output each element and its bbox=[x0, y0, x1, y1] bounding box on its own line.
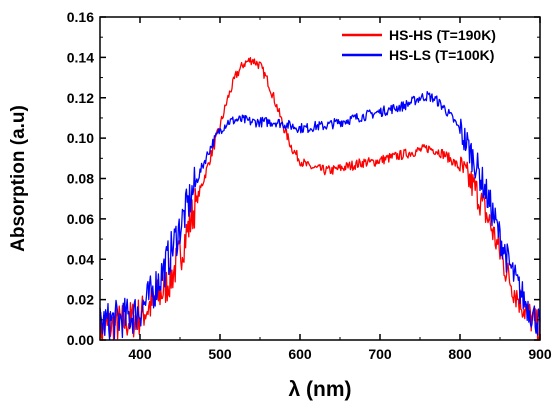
y-tick-label: 0.12 bbox=[67, 90, 94, 106]
y-tick-label: 0.14 bbox=[67, 49, 94, 65]
x-tick-label: 800 bbox=[448, 346, 472, 362]
legend-label-hs-ls: HS-LS (T=100K) bbox=[389, 47, 494, 63]
series-line-hs-ls bbox=[99, 91, 541, 341]
series-layer bbox=[99, 57, 541, 341]
x-tick-label: 600 bbox=[288, 346, 312, 362]
x-tick-label: 700 bbox=[368, 346, 392, 362]
y-axis-title: Absorption (a.u) bbox=[8, 105, 29, 252]
series-line-hs-hs bbox=[99, 57, 541, 341]
ticks-layer: 400 500 600 700 800 900 0.00 0.02 0.04 0.06 0.08 0.… bbox=[67, 9, 552, 362]
y-tick-label: 0.06 bbox=[67, 211, 94, 227]
y-tick-label: 0.04 bbox=[67, 251, 94, 267]
y-tick-label: 0.10 bbox=[67, 130, 94, 146]
y-tick-label: 0.16 bbox=[67, 9, 94, 25]
x-tick-label: 400 bbox=[128, 346, 152, 362]
y-tick-label: 0.08 bbox=[67, 171, 94, 187]
x-axis-title: λ (nm) bbox=[289, 378, 352, 401]
legend-label-hs-hs: HS-HS (T=190K) bbox=[389, 27, 496, 43]
y-tick-label: 0.00 bbox=[67, 332, 94, 348]
y-tick-label: 0.02 bbox=[67, 292, 94, 308]
x-tick-label: 900 bbox=[528, 346, 552, 362]
x-tick-label: 500 bbox=[208, 346, 232, 362]
legend: HS-HS (T=190K) HS-LS (T=100K) bbox=[342, 27, 496, 63]
